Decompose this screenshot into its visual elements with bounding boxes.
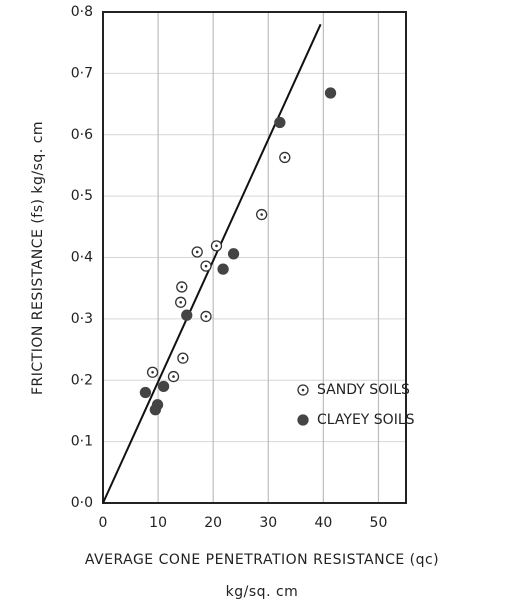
data-point-center	[179, 301, 182, 304]
x-axis-label: AVERAGE CONE PENETRATION RESISTANCE (qc)	[85, 552, 439, 568]
y-tick-label: 0·7	[71, 65, 93, 81]
legend-label: CLAYEY SOILS	[317, 412, 415, 428]
data-point-center	[260, 213, 263, 216]
y-tick-label: 0·8	[71, 4, 93, 20]
y-tick-label: 0·5	[71, 188, 93, 204]
x-tick-label: 0	[99, 515, 108, 531]
y-tick-label: 0·3	[71, 311, 93, 327]
x-tick-label: 50	[370, 515, 388, 531]
data-point	[227, 248, 240, 260]
legend-marker-center	[301, 388, 305, 392]
data-point	[274, 116, 286, 129]
data-point	[149, 404, 161, 416]
data-point-center	[181, 356, 185, 360]
y-tick-label: 0·0	[71, 495, 93, 511]
data-point	[139, 386, 152, 399]
legend-label: SANDY SOILS	[317, 382, 410, 398]
data-point-center	[180, 285, 184, 289]
data-point-center	[151, 370, 154, 374]
data-point-center	[172, 375, 175, 378]
y-tick-label: 0·2	[71, 372, 93, 388]
data-point-center	[204, 264, 208, 268]
x-tick-label: 10	[149, 515, 167, 531]
legend-marker	[297, 414, 309, 426]
data-point-center	[204, 315, 208, 318]
x-tick-label: 40	[314, 515, 332, 531]
x-tick-label: 30	[259, 515, 277, 531]
data-point	[157, 380, 170, 393]
data-point-center	[215, 244, 218, 248]
y-tick-label: 0·1	[71, 434, 93, 450]
data-point	[324, 87, 337, 99]
data-point	[181, 309, 193, 321]
y-tick-label: 0·4	[71, 250, 93, 266]
x-tick-label: 20	[204, 515, 222, 531]
data-point-center	[195, 250, 199, 254]
plot-frame	[102, 11, 407, 504]
trend-line	[102, 23, 322, 504]
x-axis-unit: kg/sq. cm	[226, 584, 299, 600]
y-axis-label: FRICTION RESISTANCE (fs) kg/sq. cm	[30, 121, 46, 395]
y-tick-label: 0·6	[71, 127, 93, 143]
data-point-center	[283, 156, 287, 159]
data-point	[217, 263, 229, 275]
